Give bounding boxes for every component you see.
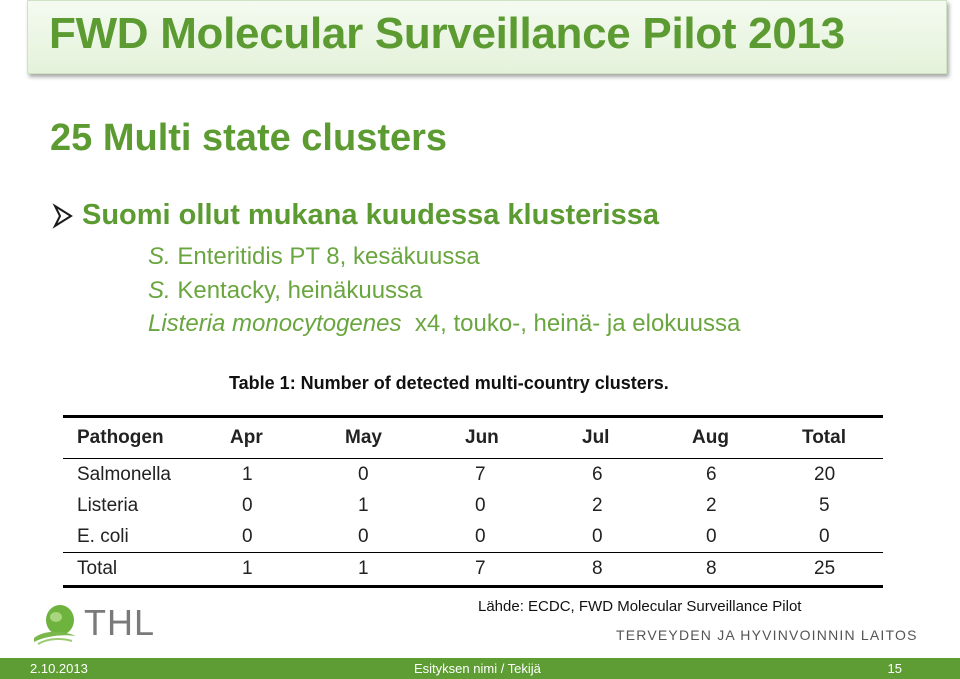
table-cell: 0: [706, 525, 717, 547]
table-cell: 0: [475, 525, 486, 547]
slide-title: FWD Molecular Surveillance Pilot 2013: [49, 9, 845, 58]
table-cell: 6: [706, 463, 717, 485]
org-name: TERVEYDEN JA HYVINVOINNIN LAITOS: [616, 627, 918, 643]
table-cell: 2: [706, 494, 717, 516]
table-caption: Table 1: Number of detected multi-countr…: [229, 373, 669, 393]
table-cell: 8: [582, 552, 692, 588]
table-cell: 0: [242, 494, 253, 516]
sub-item-italic: S.: [148, 277, 171, 304]
column-header: Aug: [692, 415, 802, 459]
arrow-bullet-icon: [52, 202, 73, 229]
sub-item-text: x4, touko-, heinä- ja elokuussa: [401, 310, 741, 337]
table-cell: 25: [802, 552, 883, 588]
table-row: E. coli 0 0 0 0 0 0: [63, 521, 883, 553]
table-cell: 1: [345, 552, 465, 588]
table-cell: Total: [63, 552, 230, 588]
table-total-row: Total 1 1 7 8 8 25: [63, 552, 883, 588]
bullet-item: Suomi ollut mukana kuudessa klusterissa: [52, 199, 659, 232]
source-note: Lähde: ECDC, FWD Molecular Surveillance …: [478, 598, 802, 615]
sub-item-kentacky: S. Kentacky, heinäkuussa: [148, 277, 422, 305]
table-cell: Listeria: [77, 494, 139, 516]
thl-leaf-icon: [34, 605, 76, 645]
table-cell: 5: [819, 494, 830, 516]
column-header: Jul: [582, 415, 692, 459]
table-cell: Salmonella: [77, 463, 171, 485]
footer-presentation: Esityksen nimi / Tekijä: [414, 661, 541, 676]
logo-text: THL: [84, 602, 156, 643]
sub-item-text: Enteritidis PT 8, kesäkuussa: [170, 243, 480, 270]
bullet-text: Suomi ollut mukana kuudessa klusterissa: [82, 199, 659, 231]
table-cell: 1: [358, 494, 369, 516]
table-cell: 6: [592, 463, 603, 485]
table-cell: 0: [475, 494, 486, 516]
table-cell: 20: [814, 463, 836, 485]
sub-item-text: Kentacky, heinäkuussa: [170, 277, 423, 304]
table-cell: 0: [358, 525, 369, 547]
clusters-table: Pathogen Apr May Jun Jul Aug Total Salmo…: [63, 415, 883, 588]
table-cell: 1: [242, 463, 253, 485]
column-header: Total: [802, 415, 883, 459]
table-cell: 0: [819, 525, 830, 547]
sub-item-italic: Listeria monocytogenes: [148, 310, 402, 337]
footer-date: 2.10.2013: [30, 661, 88, 676]
table-cell: 0: [592, 525, 603, 547]
page-number: 15: [887, 661, 902, 676]
sub-item-enteritidis: S. Enteritidis PT 8, kesäkuussa: [148, 243, 480, 271]
table-cell: 8: [692, 552, 802, 588]
table-cell: 1: [230, 552, 345, 588]
column-header: Jun: [465, 415, 582, 459]
sub-item-listeria: Listeria monocytogenes x4, touko-, heinä…: [148, 310, 740, 338]
table-row: Listeria 0 1 0 2 2 5: [63, 490, 883, 521]
footer-bar: 2.10.2013 Esityksen nimi / Tekijä 15: [0, 658, 960, 679]
column-header: Apr: [230, 415, 345, 459]
sub-item-italic: S.: [148, 243, 171, 270]
column-header: Pathogen: [63, 415, 230, 459]
table-cell: 7: [475, 463, 486, 485]
table-row: Salmonella 1 0 7 6 6 20: [63, 459, 883, 491]
table-cell: 0: [242, 525, 253, 547]
thl-logo: THL: [32, 600, 155, 646]
table-cell: 2: [592, 494, 603, 516]
table-cell: E. coli: [77, 525, 129, 547]
column-header: May: [345, 415, 465, 459]
table-cell: 7: [465, 552, 582, 588]
table-cell: 0: [358, 463, 369, 485]
slide-subtitle: 25 Multi state clusters: [50, 117, 448, 159]
title-bar: FWD Molecular Surveillance Pilot 2013: [27, 0, 947, 74]
table-header-row: Pathogen Apr May Jun Jul Aug Total: [63, 415, 883, 459]
